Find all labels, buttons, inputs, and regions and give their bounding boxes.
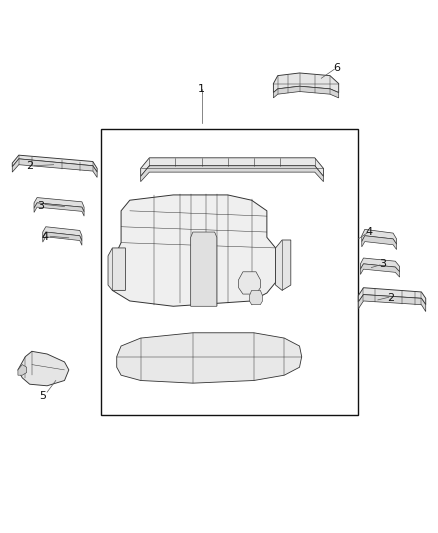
Polygon shape <box>117 333 302 383</box>
Text: 4: 4 <box>366 227 373 237</box>
Text: 2: 2 <box>387 293 395 303</box>
Polygon shape <box>360 264 399 277</box>
Polygon shape <box>34 198 84 212</box>
Polygon shape <box>43 227 82 241</box>
Polygon shape <box>43 232 82 245</box>
Text: 5: 5 <box>39 391 46 401</box>
Polygon shape <box>362 229 396 244</box>
Polygon shape <box>191 232 217 306</box>
Text: 6: 6 <box>333 63 340 72</box>
Polygon shape <box>141 166 323 182</box>
Polygon shape <box>358 288 426 305</box>
Polygon shape <box>250 290 262 305</box>
Polygon shape <box>362 236 396 249</box>
Polygon shape <box>239 272 260 294</box>
Text: 4: 4 <box>41 232 49 243</box>
Polygon shape <box>113 195 276 306</box>
Polygon shape <box>18 351 69 386</box>
Polygon shape <box>12 155 97 172</box>
Polygon shape <box>358 295 426 312</box>
Polygon shape <box>141 158 323 176</box>
Polygon shape <box>360 258 399 272</box>
Polygon shape <box>18 365 27 375</box>
Polygon shape <box>12 159 97 177</box>
Polygon shape <box>273 86 339 98</box>
Polygon shape <box>273 73 339 93</box>
Text: 3: 3 <box>379 259 386 269</box>
Polygon shape <box>276 240 291 290</box>
Polygon shape <box>34 203 84 216</box>
Text: 3: 3 <box>37 200 44 211</box>
Polygon shape <box>108 248 125 290</box>
Text: 2: 2 <box>26 161 33 171</box>
Text: 1: 1 <box>198 84 205 94</box>
Bar <box>102 128 358 415</box>
